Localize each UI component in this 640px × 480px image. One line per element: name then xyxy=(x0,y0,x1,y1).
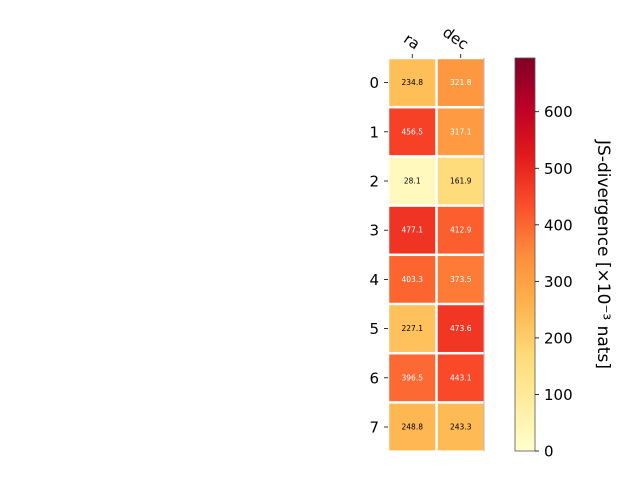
heatmap-cell xyxy=(389,305,436,352)
colorbar-tick-label: 300 xyxy=(544,273,573,291)
heatmap-cell xyxy=(389,59,436,106)
heatmap-cell xyxy=(437,403,484,451)
heatmap-cell xyxy=(389,256,436,303)
row-label: 0 xyxy=(369,74,379,92)
colorbar-tick-label: 200 xyxy=(544,329,573,347)
row-labels: 0 1 2 3 4 5 6 7 xyxy=(369,74,388,437)
heatmap-cell xyxy=(437,59,484,106)
heatmap-cell xyxy=(389,354,436,402)
heatmap-cell xyxy=(437,157,484,205)
cell-value-label: 317.1 xyxy=(450,127,472,136)
heatmap-cell xyxy=(389,108,436,156)
colorbar-tick-label: 400 xyxy=(544,216,573,234)
cell-value-label: 248.8 xyxy=(402,423,424,432)
cell-value-label: 477.1 xyxy=(402,226,424,235)
heatmap-cell xyxy=(437,206,484,254)
column-label: dec xyxy=(439,23,471,53)
heatmap-cell xyxy=(389,206,436,254)
cell-value-label: 227.1 xyxy=(402,324,424,333)
colorbar-bar xyxy=(514,57,536,452)
heatmap-cell xyxy=(437,305,484,352)
row-label: 4 xyxy=(369,271,379,289)
cell-value-label: 456.5 xyxy=(402,127,424,136)
colorbar: 0 100 200 300 400 500 600 JS-divergence [×10⁻³… xyxy=(514,57,613,461)
column-labels: ra dec xyxy=(400,23,472,58)
row-label: 1 xyxy=(369,123,379,141)
colorbar-ticks: 0 100 200 300 400 500 600 xyxy=(535,103,573,461)
cell-value-label: 243.3 xyxy=(450,423,472,432)
cell-value-label: 321.8 xyxy=(450,78,472,87)
row-label: 2 xyxy=(369,173,379,191)
cell-value-label: 473.6 xyxy=(450,324,472,333)
row-label: 7 xyxy=(369,419,379,437)
row-label: 5 xyxy=(369,320,379,338)
heatmap-cell xyxy=(437,108,484,156)
heatmap-cell xyxy=(437,354,484,402)
column-label: ra xyxy=(400,30,423,54)
colorbar-tick-label: 100 xyxy=(544,386,573,404)
cell-value-label: 161.9 xyxy=(450,177,472,186)
cell-value-label: 443.1 xyxy=(450,373,472,382)
colorbar-tick-label: 500 xyxy=(544,160,573,178)
colorbar-tick-label: 600 xyxy=(544,103,573,121)
heatmap-cell xyxy=(437,256,484,303)
cell-value-label: 403.3 xyxy=(402,275,424,284)
cell-value-label: 373.5 xyxy=(450,275,472,284)
colorbar-label: JS-divergence [×10⁻³ nats] xyxy=(593,139,613,369)
cell-value-label: 396.5 xyxy=(402,373,424,382)
colorbar-tick-label: 0 xyxy=(544,443,554,461)
row-label: 6 xyxy=(369,369,379,387)
heatmap-grid: 234.8 321.8 456.5 317.1 28.1 161.9 477.1 412.9 4… xyxy=(389,58,485,452)
heatmap-cell xyxy=(389,157,436,205)
cell-value-label: 412.9 xyxy=(450,226,472,235)
cell-value-label: 234.8 xyxy=(402,78,424,87)
row-label: 3 xyxy=(369,222,379,240)
cell-value-label: 28.1 xyxy=(404,177,421,186)
heatmap-cell xyxy=(389,403,436,451)
